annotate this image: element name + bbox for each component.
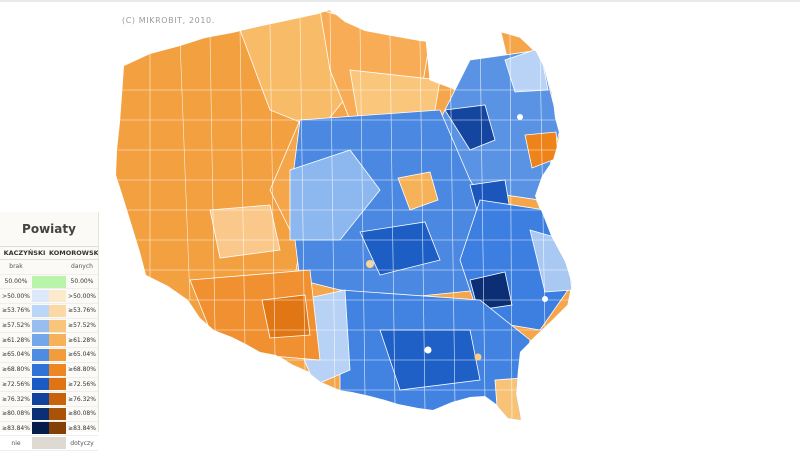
legend-row: brak danych [0,260,98,275]
legend-swatch-komorowski [49,319,66,332]
legend-swatch-komorowski [49,275,66,288]
region-central-light [289,149,381,241]
legend-row: ≥53.76% ≥53.76% [0,304,98,319]
legend-label-right: ≥61.28% [68,336,96,344]
legend-label-right: >50.00% [68,292,96,300]
legend-label-left: brak [9,263,23,271]
legend-label-right: 50.00% [70,278,94,286]
legend-swatch-komorowski [49,407,66,420]
legend-panel: Powiaty KACZYŃSKI KOMOROWSKI brak danych 5… [0,212,99,451]
legend-swatch-komorowski [49,393,66,406]
legend-label-right: danych [71,263,93,271]
legend-label-left: ≥57.52% [2,322,30,330]
legend-row: ≥68.80% ≥68.80% [0,363,98,378]
region-warsaw-orange [397,171,439,211]
legend-swatch-komorowski [49,290,66,303]
legend-swatch-komorowski [49,348,66,361]
legend-swatch-komorowski [49,437,66,450]
legend-label-left: ≥72.56% [2,380,30,388]
county-borders [116,10,572,420]
legend-label-left: ≥76.32% [2,395,30,403]
city-marker [517,114,523,120]
legend-label-left: >50.00% [2,292,30,300]
legend-label-right: ≥65.04% [68,351,96,359]
legend-swatch-kaczynski [32,290,49,303]
legend-label-right: ≥83.84% [68,424,96,432]
legend-swatch-kaczynski [32,275,49,288]
legend-label-left: ≥65.04% [2,351,30,359]
legend-label-left: ≥83.84% [2,424,30,432]
legend-swatch-kaczynski [32,319,49,332]
city-marker [424,346,432,354]
top-border [0,0,800,2]
legend-row: ≥76.32% ≥76.32% [0,392,98,407]
city-marker [366,260,374,268]
region-poznan-light [209,204,281,259]
legend-column-headers: KACZYŃSKI KOMOROWSKI [0,247,98,260]
legend-label-left: ≥53.76% [2,307,30,315]
legend-swatch-kaczynski [32,334,49,347]
city-marker [474,353,482,361]
legend-row: 50.00% 50.00% [0,275,98,290]
legend-label-left: ≥80.08% [2,410,30,418]
legend-row: ≥83.84% ≥83.84% [0,422,98,437]
poland-county-map[interactable] [0,0,800,441]
region-northeast-dark [444,104,496,151]
legend-label-left: ≥61.28% [2,336,30,344]
legend-label-left: ≥68.80% [2,366,30,374]
legend-row: ≥57.52% ≥57.52% [0,319,98,334]
legend-label-right: ≥80.08% [68,410,96,418]
legend-rows: brak danych 50.00% 50.00% >50.00% >50.00% ≥53.… [0,260,98,451]
legend-swatch-komorowski [49,304,66,317]
legend-label-right: ≥53.76% [68,307,96,315]
legend-label-left: 50.00% [4,278,28,286]
legend-swatch-komorowski [49,378,66,391]
legend-row: >50.00% >50.00% [0,289,98,305]
legend-header-komorowski: KOMOROWSKI [49,249,98,257]
legend-row: nie dotyczy [0,436,98,451]
legend-label-right: ≥72.56% [68,380,96,388]
legend-title: Powiaty [0,212,98,247]
legend-swatch-komorowski [49,334,66,347]
legend-swatch-kaczynski [32,348,49,361]
region-lodz-dark [359,221,441,276]
legend-row: ≥61.28% ≥61.28% [0,333,98,349]
legend-swatch-kaczynski [32,304,49,317]
legend-row: ≥72.56% ≥72.56% [0,378,98,393]
region-wroclaw-dark [261,294,311,339]
region-lower-silesia [189,269,321,361]
legend-row: ≥65.04% ≥65.04% [0,348,98,363]
legend-header-kaczynski: KACZYŃSKI [3,249,46,257]
legend-label-right: ≥57.52% [68,322,96,330]
legend-swatch-kaczynski [32,393,49,406]
legend-swatch-kaczynski [32,363,49,376]
legend-swatch-kaczynski [32,378,49,391]
legend-label-right: ≥68.80% [68,366,96,374]
legend-swatch-kaczynski [32,437,49,450]
legend-swatch-komorowski [49,261,66,273]
legend-row: ≥80.08% ≥80.08% [0,407,98,422]
legend-label-right: ≥76.32% [68,395,96,403]
copyright-text: (C) MIKROBIT, 2010. [122,16,215,25]
legend-swatch-komorowski [49,422,66,435]
legend-swatch-kaczynski [32,422,49,435]
legend-swatch-kaczynski [32,407,49,420]
city-marker [542,296,548,302]
legend-swatch-kaczynski [32,261,49,273]
legend-swatch-komorowski [49,363,66,376]
